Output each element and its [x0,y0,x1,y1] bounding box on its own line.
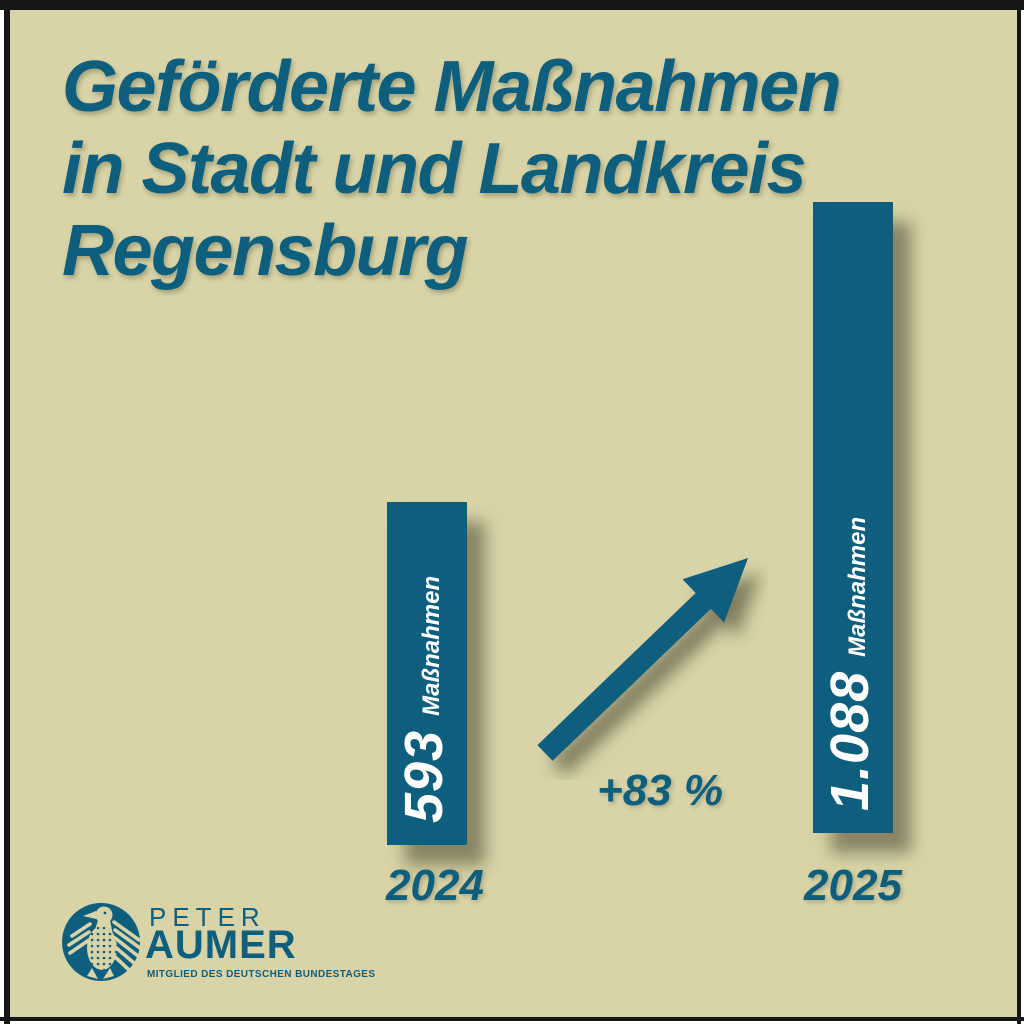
logo-last-name: AUMER [145,923,297,967]
bar-2024-value: 593 [394,729,454,823]
frame-edge-left [0,0,4,1024]
frame-border-left [4,0,10,1024]
frame-border-top [0,0,1024,10]
frame-border-right [1017,0,1021,1024]
bar-2024: 593 Maßnahmen [387,502,467,845]
bar-2024-unit: Maßnahmen [418,575,445,716]
frame-edge-right [1021,0,1024,1024]
bar-2025-value: 1.088 [820,670,880,811]
bar-2025-unit: Maßnahmen [844,516,871,657]
logo-first-name: PETER [149,902,266,932]
percent-change-label: +83 % [597,766,723,815]
bar-2025-value-label: 1.088 Maßnahmen [820,516,880,811]
axis-label-2025: 2025 [804,861,902,910]
frame-edge-bottom [0,1021,1024,1024]
frame-border-bottom [0,1017,1024,1021]
chart-title-line-3: Regensburg [62,211,469,291]
bundesadler-eagle-icon [56,903,142,981]
chart-title-line-1: Geförderte Maßnahmen [62,47,842,127]
chart-title-line-2: in Stadt und Landkreis [62,129,807,209]
axis-label-2024: 2024 [386,861,484,910]
chart-title: Geförderte Maßnahmen in Stadt und Landkr… [62,46,842,292]
bar-2024-value-label: 593 Maßnahmen [394,575,454,823]
bar-2025: 1.088 Maßnahmen [813,202,893,833]
growth-arrow-icon [537,558,748,761]
logo-tagline: MITGLIED DES DEUTSCHEN BUNDESTAGES [147,969,376,980]
